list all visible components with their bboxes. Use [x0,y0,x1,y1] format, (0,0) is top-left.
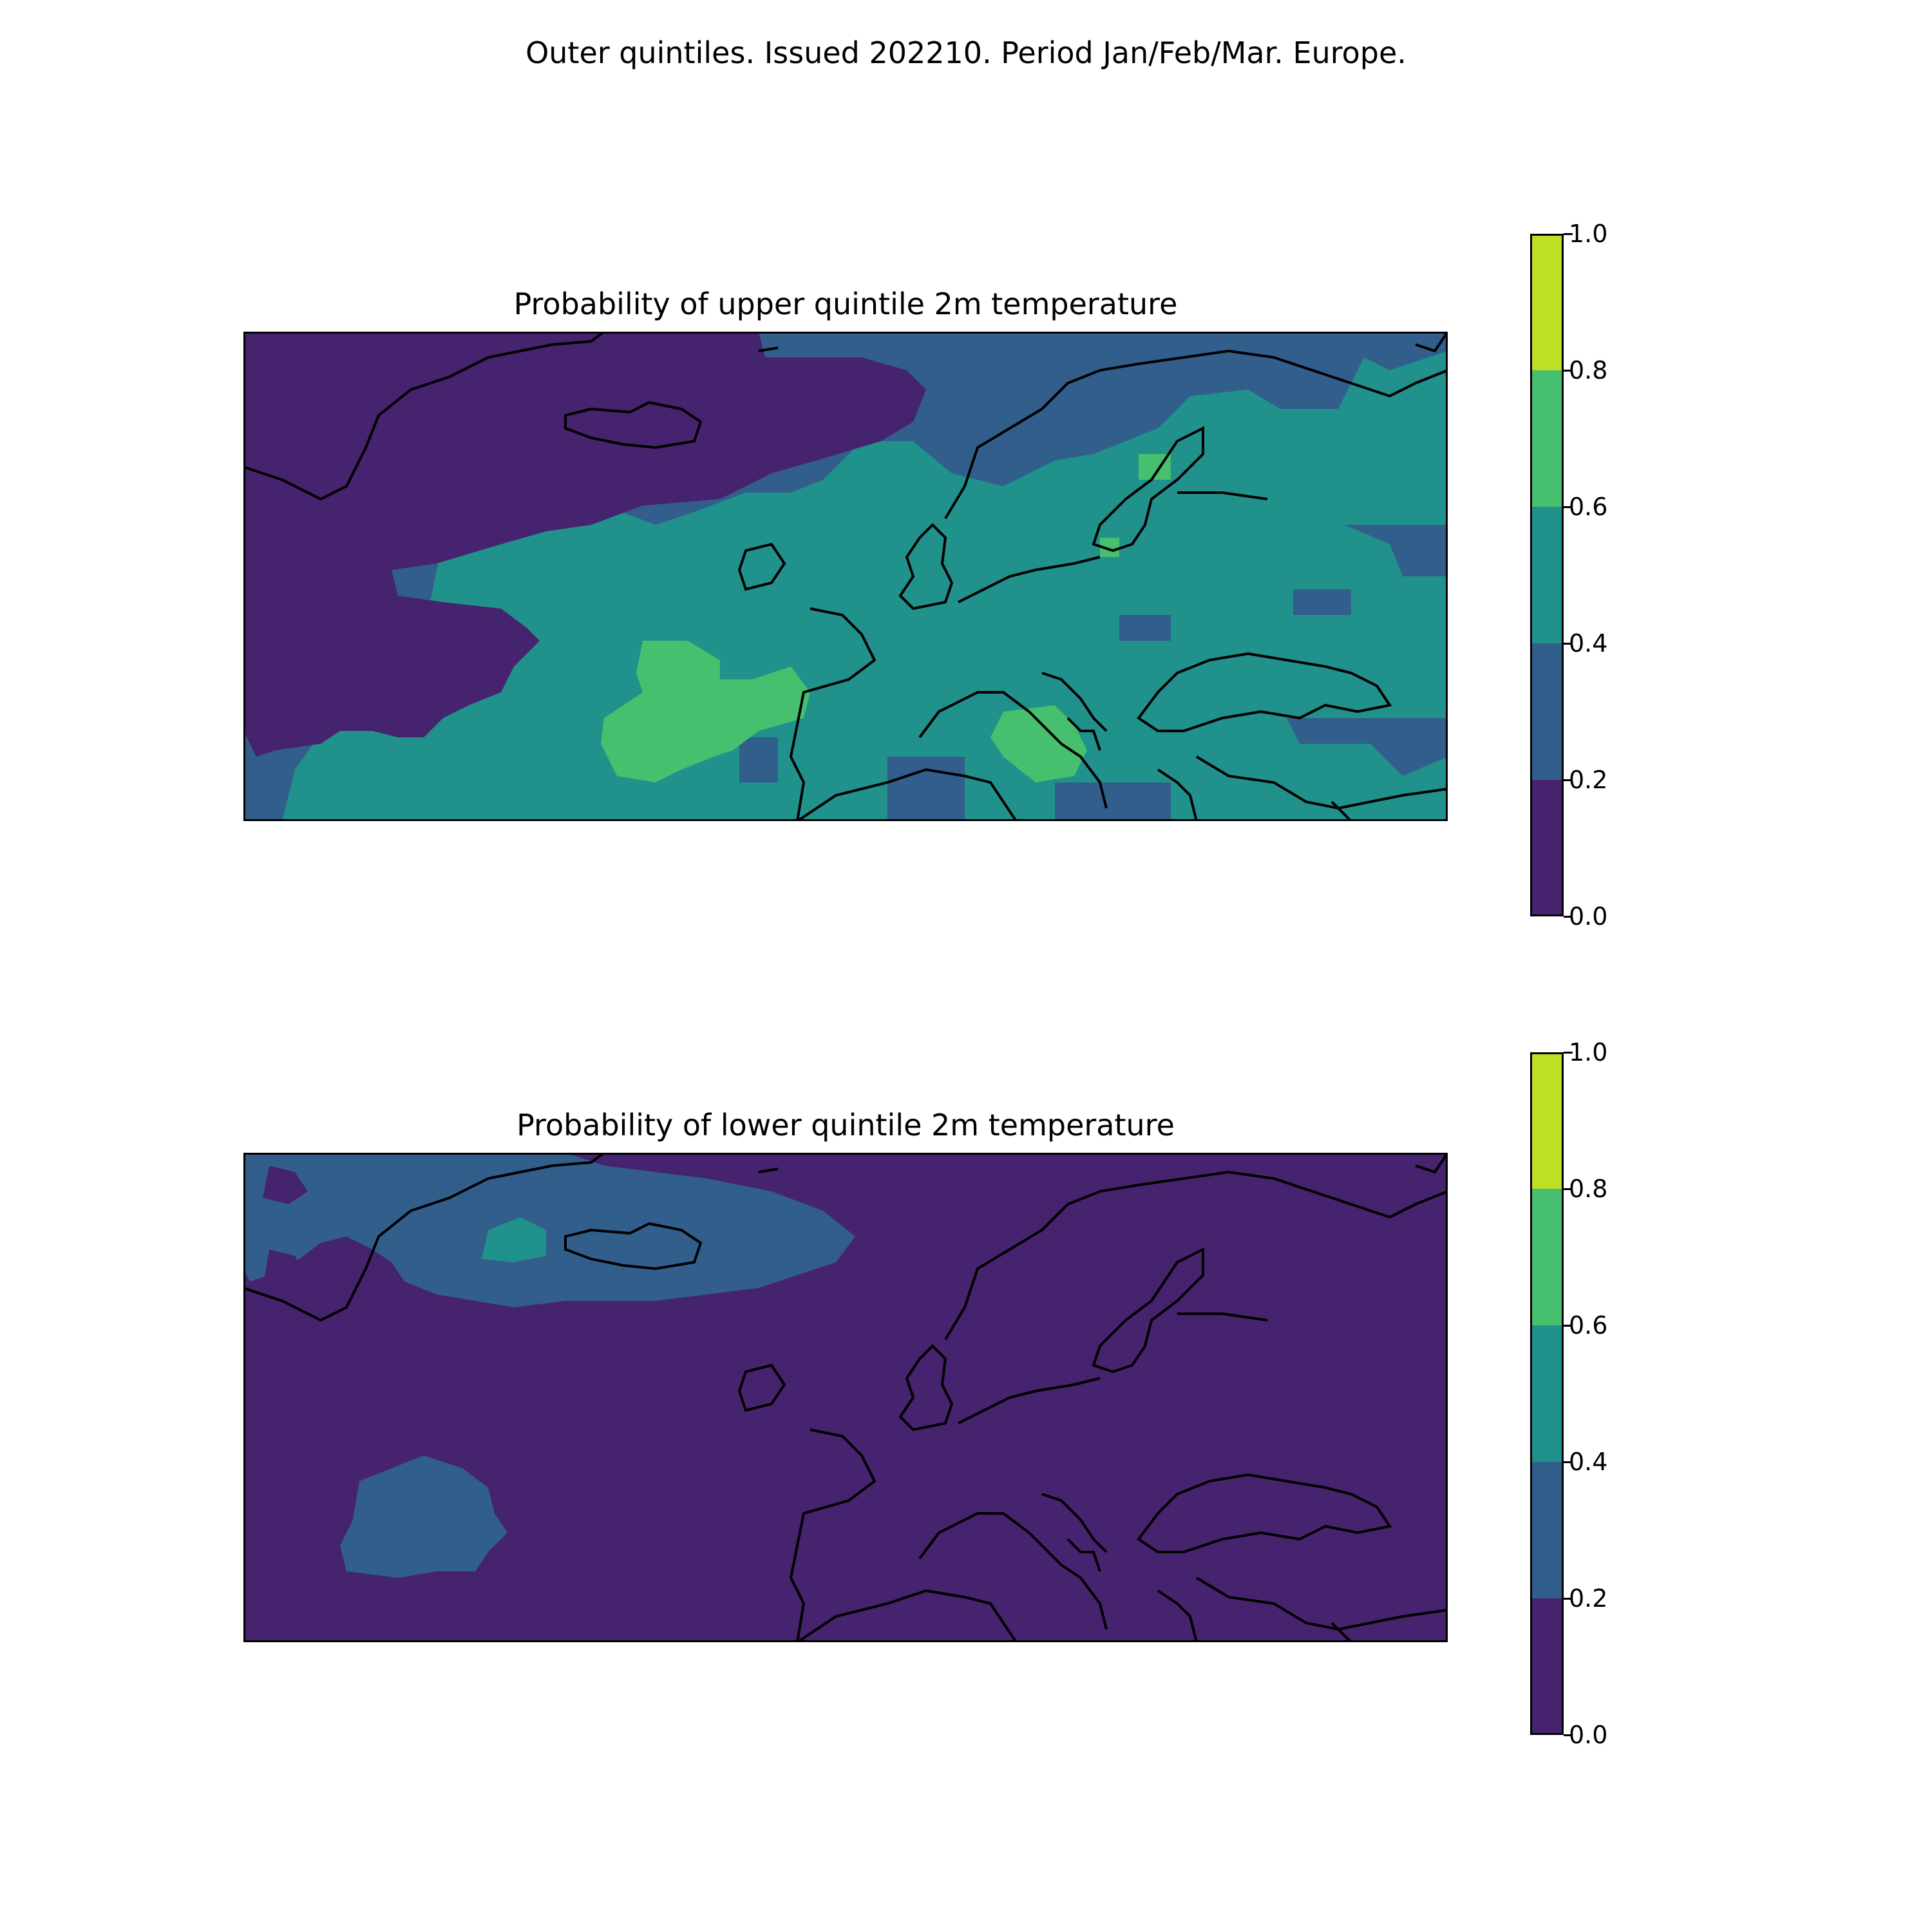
colorbar-tick: 0.4 [1569,1448,1608,1476]
colorbar-tick: 0.0 [1569,902,1608,931]
upper-colorbar [1530,234,1564,916]
contour-0.2-0.4 [243,1153,855,1307]
map-frame [243,1153,1448,1642]
colorbar-tick: 0.4 [1569,629,1608,658]
coastlines [243,332,1448,821]
upper-panel-title: Probability of upper quintile 2m tempera… [513,287,1178,321]
map-frame [243,332,1448,821]
colorbar-tick: 0.6 [1569,493,1608,521]
figure-title: Outer quintiles. Issued 202210. Period J… [526,35,1406,70]
colorbar-tick: 1.0 [1569,220,1608,248]
colorbar-tick: 0.8 [1569,1175,1608,1203]
colorbar-tick: 1.0 [1569,1038,1608,1066]
upper-quintile-map [243,332,1448,821]
colorbar-tick: 0.6 [1569,1311,1608,1340]
lower-quintile-map [243,1153,1448,1642]
colorbar-tick: 0.8 [1569,356,1608,384]
colorbar-tick: 0.2 [1569,766,1608,794]
contour-0.0-0.2 [243,332,926,757]
lower-panel-title: Probability of lower quintile 2m tempera… [516,1108,1175,1142]
coastlines [243,1153,1448,1642]
contour-0.6-0.8 [601,641,810,782]
colorbar-tick: 0.0 [1569,1721,1608,1749]
colorbar-tick: 0.2 [1569,1584,1608,1613]
contour-0.4-0.6 [482,1217,546,1262]
lower-colorbar [1530,1052,1564,1735]
